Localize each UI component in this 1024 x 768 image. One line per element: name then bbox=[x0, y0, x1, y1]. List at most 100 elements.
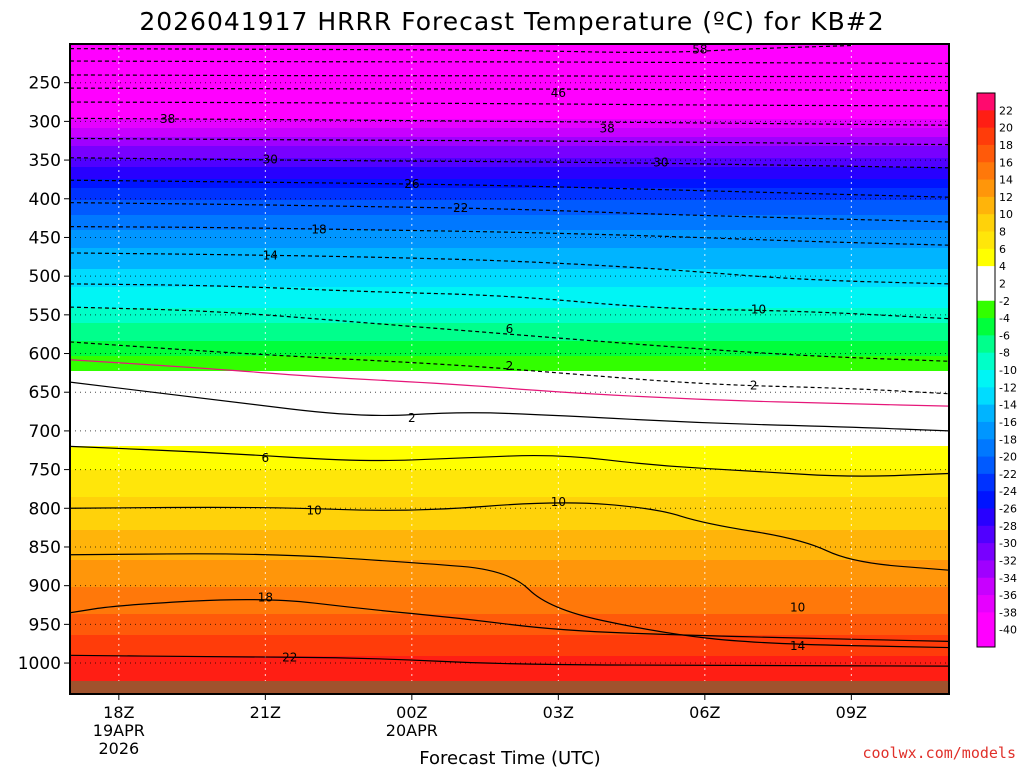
fill-band bbox=[70, 335, 949, 339]
colorbar-tick-label: -16 bbox=[999, 416, 1017, 429]
colorbar-segment bbox=[977, 543, 995, 561]
fill-band bbox=[70, 107, 949, 111]
isotherm--46 bbox=[70, 87, 949, 92]
fill-band bbox=[70, 383, 949, 387]
fill-band bbox=[70, 50, 949, 54]
fill-band bbox=[70, 668, 949, 672]
contour-label: 14 bbox=[263, 248, 278, 262]
colorbar-segment bbox=[977, 144, 995, 163]
x-tick-label: 20APR bbox=[386, 721, 438, 740]
fill-band bbox=[70, 374, 949, 378]
fill-band bbox=[70, 554, 949, 558]
contour-label: 18 bbox=[258, 590, 273, 604]
fill-band bbox=[70, 320, 949, 324]
fill-band bbox=[70, 65, 949, 69]
plot-frame bbox=[69, 43, 950, 695]
fill-band bbox=[70, 98, 949, 102]
contour-label: 30 bbox=[263, 152, 278, 166]
fill-band bbox=[70, 143, 949, 147]
colorbar-segment bbox=[977, 560, 995, 579]
fill-band bbox=[70, 407, 949, 411]
fill-band bbox=[70, 353, 949, 357]
fill-band bbox=[70, 542, 949, 546]
fill-band bbox=[70, 344, 949, 348]
colorbar-tick-label: 10 bbox=[999, 208, 1013, 221]
colorbar-segment bbox=[977, 283, 995, 302]
colorbar-segment bbox=[977, 421, 995, 440]
colorbar-segment bbox=[977, 162, 995, 181]
fill-band bbox=[70, 617, 949, 621]
contour-label: 46 bbox=[551, 86, 566, 100]
colorbar-tick-label: 16 bbox=[999, 156, 1013, 169]
colorbar-segment bbox=[977, 439, 995, 458]
isotherm-contours bbox=[70, 44, 949, 667]
fill-band bbox=[70, 593, 949, 597]
fill-band bbox=[70, 647, 949, 651]
colorbar-tick-label: -38 bbox=[999, 606, 1017, 619]
fill-band bbox=[70, 509, 949, 513]
fill-band bbox=[70, 572, 949, 576]
x-tick-label: 18Z bbox=[103, 703, 134, 722]
fill-band bbox=[70, 188, 949, 192]
fill-band bbox=[70, 158, 949, 162]
fill-band bbox=[70, 329, 949, 333]
fill-band bbox=[70, 152, 949, 156]
fill-band bbox=[70, 455, 949, 459]
isotherm-14 bbox=[70, 553, 949, 649]
fill-band bbox=[70, 539, 949, 543]
fill-band bbox=[70, 101, 949, 105]
y-tick-label: 450 bbox=[29, 228, 61, 248]
fill-band bbox=[70, 584, 949, 588]
contour-label: 22 bbox=[453, 201, 468, 215]
contour-label: 10 bbox=[790, 600, 805, 614]
fill-band bbox=[70, 215, 949, 219]
fill-band bbox=[70, 182, 949, 186]
colorbar-segment bbox=[977, 127, 995, 146]
fill-band bbox=[70, 272, 949, 276]
fill-band bbox=[70, 602, 949, 606]
fill-band bbox=[70, 44, 949, 48]
fill-band bbox=[70, 650, 949, 654]
fill-band bbox=[70, 218, 949, 222]
contour-label: 14 bbox=[790, 639, 805, 653]
fill-band bbox=[70, 326, 949, 330]
fill-band bbox=[70, 278, 949, 282]
colorbar-segment bbox=[977, 335, 995, 354]
fill-band bbox=[70, 473, 949, 477]
fill-band bbox=[70, 605, 949, 609]
fill-band bbox=[70, 470, 949, 474]
fill-band bbox=[70, 305, 949, 309]
fill-band bbox=[70, 476, 949, 480]
fill-band bbox=[70, 566, 949, 570]
fill-band bbox=[70, 71, 949, 75]
fill-band bbox=[70, 392, 949, 396]
isotherm--22 bbox=[70, 202, 949, 223]
fill-band bbox=[70, 587, 949, 591]
contour-label: 6 bbox=[506, 322, 514, 336]
isotherm-10 bbox=[70, 502, 949, 571]
colorbar-tick-label: 4 bbox=[999, 260, 1006, 273]
fill-band bbox=[70, 611, 949, 615]
fill-band bbox=[70, 113, 949, 117]
y-tick-label: 600 bbox=[29, 345, 61, 365]
x-tick-label: 03Z bbox=[543, 703, 574, 722]
fill-band bbox=[70, 191, 949, 195]
isotherm-0 bbox=[70, 359, 949, 407]
fill-band bbox=[70, 413, 949, 417]
fill-band bbox=[70, 425, 949, 429]
contour-label: 22 bbox=[282, 651, 297, 665]
y-tick-label: 700 bbox=[29, 422, 61, 442]
fill-band bbox=[70, 290, 949, 294]
fill-band bbox=[70, 527, 949, 531]
fill-band bbox=[70, 500, 949, 504]
colorbar-segment bbox=[977, 266, 995, 284]
isotherm--10 bbox=[70, 283, 949, 320]
fill-band bbox=[70, 233, 949, 237]
fill-band bbox=[70, 368, 949, 372]
y-axis-ticks: 250 300 350 400 450 500 550 600 650 700 750 800 850 9… bbox=[18, 74, 70, 674]
x-tick-label: 19APR bbox=[93, 721, 145, 740]
contour-label: 2 bbox=[506, 359, 514, 373]
fill-band bbox=[70, 479, 949, 483]
fill-band bbox=[70, 302, 949, 306]
